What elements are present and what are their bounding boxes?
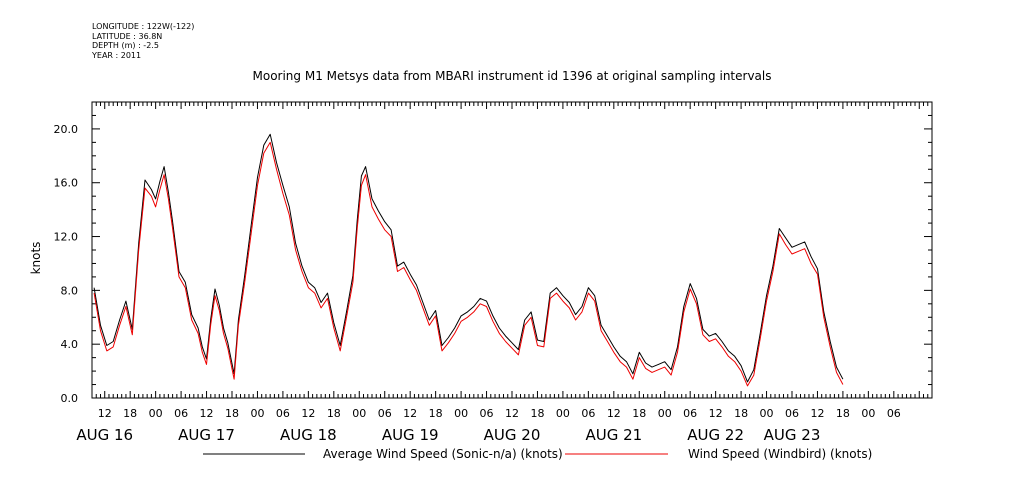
x-tick-label: 06: [581, 407, 595, 420]
x-tick-label: 12: [200, 407, 214, 420]
legend-label: Wind Speed (Windbird) (knots): [688, 447, 872, 461]
x-tick-label: 12: [709, 407, 723, 420]
series-line-windbird-wind-speed: [93, 141, 844, 387]
x-tick-label: 00: [658, 407, 672, 420]
x-tick-label: 18: [836, 407, 850, 420]
metadata-block: LONGITUDE : 122W(-122) LATITUDE : 36.8N …: [92, 22, 194, 60]
x-date-label: AUG 19: [382, 426, 439, 444]
x-tick-label: 18: [327, 407, 341, 420]
depth-text: DEPTH (m) : -2.5: [92, 41, 159, 50]
x-tick-label: 12: [810, 407, 824, 420]
x-tick-label: 12: [98, 407, 112, 420]
plot-frame: [91, 101, 933, 399]
x-tick-label: 06: [480, 407, 494, 420]
legend-label: Average Wind Speed (Sonic-n/a) (knots): [323, 447, 563, 461]
x-date-label: AUG 20: [484, 426, 541, 444]
series-line-average-wind-speed: [93, 133, 844, 383]
x-tick-label: 12: [403, 407, 417, 420]
x-date-labels: AUG 16 AUG 17 AUG 18 AUG 19 AUG 20 AUG 21 AUG …: [76, 426, 820, 444]
x-tick-label: 12: [607, 407, 621, 420]
axis-ticks: [91, 101, 933, 399]
x-tick-label: 12: [505, 407, 519, 420]
legend: Average Wind Speed (Sonic-n/a) (knots) Wi…: [203, 447, 872, 461]
x-date-label: AUG 17: [178, 426, 235, 444]
series-layer: [93, 133, 844, 387]
x-tick-label: 06: [683, 407, 697, 420]
y-axis-label: knots: [29, 242, 43, 275]
chart-title: Mooring M1 Metsys data from MBARI instru…: [253, 69, 772, 83]
x-tick-label: 00: [760, 407, 774, 420]
y-tick-label: 4.0: [61, 338, 79, 351]
x-tick-label: 18: [530, 407, 544, 420]
y-tick-label: 12.0: [54, 231, 79, 244]
x-tick-labels: 12 18 00 06 12 18 00 06 12 18 00 06 12 18 00 06 12 18 00 06…: [98, 407, 901, 420]
x-tick-label: 00: [556, 407, 570, 420]
x-tick-label: 00: [861, 407, 875, 420]
x-date-label: AUG 18: [280, 426, 337, 444]
x-tick-label: 00: [454, 407, 468, 420]
x-tick-label: 06: [276, 407, 290, 420]
y-tick-labels: 0.0 4.0 8.0 12.0 16.0 20.0: [54, 123, 79, 405]
x-tick-label: 18: [734, 407, 748, 420]
x-tick-label: 06: [174, 407, 188, 420]
y-tick-label: 8.0: [61, 284, 79, 297]
year-text: YEAR : 2011: [92, 50, 142, 60]
x-tick-label: 18: [123, 407, 137, 420]
x-tick-label: 00: [149, 407, 163, 420]
x-tick-label: 18: [632, 407, 646, 420]
y-tick-label: 0.0: [61, 392, 79, 405]
x-tick-label: 12: [301, 407, 315, 420]
x-tick-label: 00: [250, 407, 264, 420]
x-tick-label: 00: [352, 407, 366, 420]
x-date-label: AUG 23: [764, 426, 821, 444]
x-date-label: AUG 22: [687, 426, 744, 444]
latitude-text: LATITUDE : 36.8N: [92, 31, 163, 41]
x-tick-label: 06: [785, 407, 799, 420]
longitude-text: LONGITUDE : 122W(-122): [92, 22, 195, 31]
y-tick-label: 20.0: [54, 123, 79, 136]
x-tick-label: 18: [429, 407, 443, 420]
x-date-label: AUG 16: [76, 426, 133, 444]
y-tick-label: 16.0: [54, 177, 79, 190]
x-tick-label: 18: [225, 407, 239, 420]
x-tick-label: 06: [378, 407, 392, 420]
x-date-label: AUG 21: [585, 426, 642, 444]
x-tick-label: 06: [887, 407, 901, 420]
